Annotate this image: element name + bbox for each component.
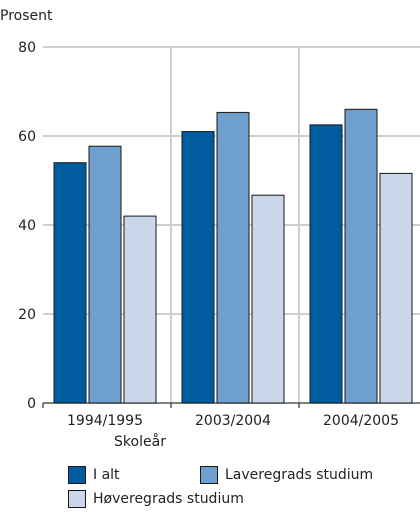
y-tick-label-0: 0: [27, 396, 36, 412]
bar-series-1-cat-1: [216, 111, 250, 404]
x-tick-label-0: 1994/1995: [67, 413, 143, 429]
legend-swatch-laveregrads: [200, 466, 218, 484]
x-tick-label-1: 2003/2004: [195, 413, 271, 429]
bar-series-1-cat-0: [88, 145, 122, 404]
bar-series-2-cat-0: [123, 215, 157, 404]
legend-label-i-alt: I alt: [93, 467, 120, 483]
bar-series-2-cat-2: [379, 172, 413, 404]
legend-label-laveregrads: Laveregrads studium: [225, 467, 374, 483]
bars: [53, 108, 413, 404]
bar-series-2-cat-1: [251, 194, 285, 404]
y-tick-labels: 0 20 40 60 80: [18, 40, 36, 412]
bar-series-1-cat-2: [344, 108, 378, 404]
legend-swatch-i-alt: [68, 466, 86, 484]
legend: I alt Laveregrads studium Høveregrads st…: [0, 462, 420, 512]
legend-swatch-hoveregrads: [68, 490, 86, 508]
y-axis-title: Prosent: [0, 8, 53, 24]
bar-series-0-cat-2: [309, 124, 343, 404]
y-tick-label-3: 60: [18, 129, 36, 145]
x-tick-labels: 1994/1995 2003/2004 2004/2005: [67, 413, 399, 429]
bar-series-0-cat-1: [181, 131, 215, 404]
bar-series-0-cat-0: [53, 162, 87, 404]
y-tick-label-1: 20: [18, 307, 36, 323]
x-tick-label-2: 2004/2005: [323, 413, 399, 429]
y-tick-label-2: 40: [18, 218, 36, 234]
bar-chart: Prosent 0 20 40 60 80 1994/1995 2003/2004 2004…: [0, 8, 420, 450]
y-tick-label-4: 80: [18, 40, 36, 56]
legend-item-laveregrads: Laveregrads studium: [200, 466, 373, 484]
legend-item-i-alt: I alt: [68, 466, 120, 484]
x-axis-title: Skoleår: [114, 433, 166, 450]
legend-item-hoveregrads: Høveregrads studium: [68, 490, 244, 508]
legend-label-hoveregrads: Høveregrads studium: [93, 491, 244, 507]
